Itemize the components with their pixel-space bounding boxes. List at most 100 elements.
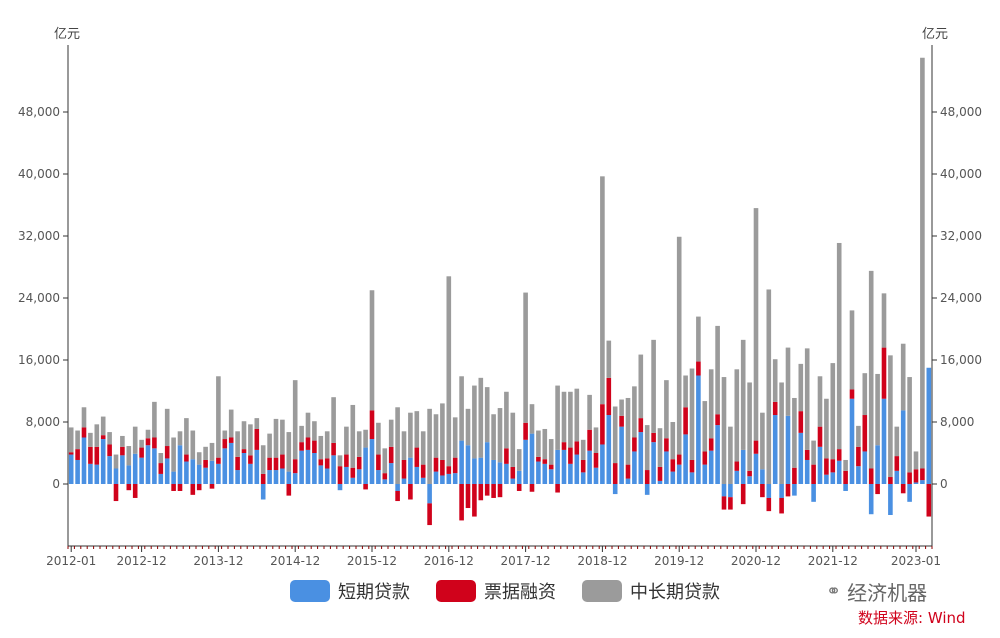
long-loan-bar [766, 289, 772, 484]
short-loan-bar [849, 398, 855, 484]
long-loan-bar [862, 373, 868, 416]
long-loan-bar [516, 449, 522, 471]
bill-financing-bar [792, 467, 797, 484]
watermark-text: 经济机器 [847, 581, 928, 605]
short-loan-bar [612, 484, 618, 495]
long-loan-bar [299, 425, 304, 443]
bill-financing-bar [696, 361, 701, 376]
bill-financing-bar [753, 440, 759, 454]
long-loan-bar [81, 407, 87, 428]
bill-financing-bar [164, 446, 170, 459]
bill-financing-bar [408, 484, 413, 500]
long-loan-bar [740, 339, 746, 450]
long-loan-bar [900, 343, 906, 411]
legend-swatch-long [582, 580, 622, 602]
short-loan-bar [555, 449, 560, 484]
short-loan-bar [516, 470, 522, 484]
short-loan-bar [113, 468, 119, 484]
long-loan-bar [203, 446, 208, 460]
short-loan-bar [651, 442, 656, 484]
long-loan-bar [465, 408, 471, 446]
long-loan-bar [792, 397, 797, 468]
right-unit-label: 亿元 [922, 27, 948, 42]
short-loan-bar [324, 468, 330, 484]
short-loan-bar [868, 484, 874, 515]
long-loan-bar [356, 431, 362, 457]
short-loan-bar [593, 467, 599, 484]
bill-financing-bar [158, 463, 164, 474]
legend-swatch-short [290, 580, 330, 602]
bill-financing-bar [177, 484, 183, 491]
bill-financing-bar [868, 468, 874, 484]
bill-financing-bar [721, 496, 727, 510]
bill-financing-bar [376, 454, 381, 471]
long-loan-bar [657, 428, 663, 467]
short-loan-bar [875, 445, 880, 484]
bill-financing-bar [612, 463, 618, 484]
short-loan-bar [676, 464, 682, 484]
short-loan-bar [152, 448, 157, 484]
legend-item-long[interactable]: 中长期贷款 [582, 578, 720, 604]
bill-financing-bar [382, 473, 388, 480]
long-loan-bar [280, 419, 285, 455]
long-loan-bar [395, 407, 400, 484]
bill-financing-bar [280, 454, 285, 469]
bill-financing-bar [766, 497, 772, 512]
long-loan-bar [344, 426, 349, 455]
legend-label-bill: 票据融资 [484, 582, 556, 603]
long-loan-bar [139, 439, 144, 448]
legend-item-short[interactable]: 短期贷款 [290, 578, 410, 604]
legend-item-bill[interactable]: 票据融资 [436, 578, 556, 604]
short-loan-bar [177, 445, 183, 484]
short-loan-bar [715, 425, 720, 484]
bill-financing-bar [254, 428, 260, 450]
short-loan-bar [145, 445, 151, 484]
short-loan-bar [228, 442, 234, 484]
long-loan-bar [836, 242, 842, 450]
short-loan-bar [164, 458, 170, 484]
short-loan-bar [254, 449, 260, 484]
bill-financing-bar [702, 451, 708, 465]
bill-financing-bar [836, 449, 842, 461]
long-loan-bar [779, 382, 784, 484]
short-loan-bar [542, 463, 548, 484]
bill-financing-bar [363, 484, 368, 490]
long-loan-bar [644, 425, 650, 471]
long-loan-bar [721, 377, 727, 484]
short-loan-bar [465, 445, 471, 484]
short-loan-bar [888, 484, 893, 515]
bill-financing-bar [734, 461, 740, 471]
bill-financing-bar [196, 484, 202, 491]
long-loan-bar [363, 429, 368, 448]
short-loan-bar [779, 484, 784, 498]
short-loan-bar [260, 484, 266, 500]
short-loan-bar [830, 472, 836, 484]
bill-financing-bar [88, 446, 93, 464]
bill-financing-bar [171, 484, 176, 491]
long-loan-bar [196, 452, 202, 465]
long-loan-bar [881, 293, 887, 348]
short-loan-bar [536, 461, 541, 484]
bill-financing-bar [804, 449, 810, 460]
long-loan-bar [497, 408, 503, 463]
short-loan-bar [132, 453, 138, 484]
short-loan-bar [363, 447, 368, 484]
long-loan-bar [171, 437, 176, 472]
short-loan-bar [241, 453, 247, 484]
bill-financing-bar [856, 446, 861, 467]
short-loan-bar [843, 484, 848, 491]
bill-financing-bar [113, 484, 119, 502]
bill-financing-bar [107, 444, 112, 457]
short-loan-bar [126, 465, 132, 484]
short-loan-bar [190, 459, 196, 484]
bill-financing-bar [94, 446, 100, 465]
long-loan-bar [868, 270, 874, 469]
bill-financing-bar [664, 438, 669, 452]
bill-financing-bar [536, 456, 541, 462]
long-loan-bar [254, 418, 260, 429]
bill-financing-bar [798, 411, 804, 433]
long-loan-bar [312, 421, 317, 441]
bill-financing-bar [900, 484, 906, 494]
bill-financing-bar [465, 484, 471, 509]
short-loan-bar [68, 454, 74, 484]
